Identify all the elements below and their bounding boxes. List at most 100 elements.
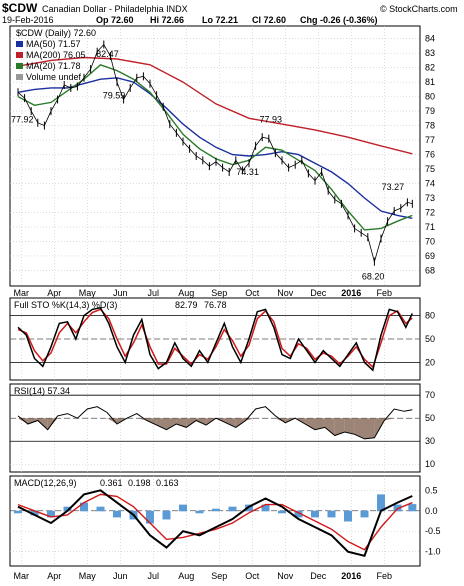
- y-tick-label: 50: [425, 334, 435, 344]
- rsi-fill: [324, 418, 335, 436]
- y-tick-label: 0.0: [425, 506, 438, 516]
- x-tick-label: Nov: [277, 288, 294, 298]
- macd-histogram-bar: [327, 510, 336, 518]
- y-tick-label: 83: [425, 48, 435, 58]
- low-label: Lo 72.21: [202, 15, 238, 25]
- macd-histogram-bar: [360, 510, 369, 518]
- y-tick-label: 68: [425, 265, 435, 275]
- price-annotation: 82.47: [96, 49, 119, 59]
- legend-ma50: MA(50) 71.57: [26, 39, 81, 49]
- x-tick-label: Sep: [211, 288, 227, 298]
- price-annotation: 77.93: [260, 115, 283, 125]
- legend-price: $CDW (Daily) 72.60: [16, 28, 96, 38]
- x-tick-label: May: [79, 571, 97, 581]
- series-ma-50-: [17, 77, 413, 219]
- y-tick-label: 76: [425, 150, 435, 160]
- y-tick-label: 20: [425, 357, 435, 367]
- sto-k-value: 82.79: [175, 300, 198, 310]
- rsi-fill: [334, 418, 345, 436]
- y-tick-label: -1.0: [425, 547, 441, 557]
- y-tick-label: 77: [425, 135, 435, 145]
- date-label: 19-Feb-2016: [2, 15, 54, 25]
- rsi-fill: [245, 418, 256, 421]
- series-macd: [17, 489, 413, 557]
- y-tick-label: 84: [425, 34, 435, 44]
- macd-value: 0.361: [100, 478, 123, 488]
- macd-histogram-bar: [261, 504, 270, 512]
- price-legend: $CDW (Daily) 72.60 MA(50) 71.57 MA(200) …: [16, 28, 96, 82]
- credit-label: © StockCharts.com: [380, 4, 458, 14]
- macd-histogram-bar: [162, 510, 171, 520]
- price-annotation: 77.92: [11, 115, 34, 125]
- macd-histogram-bar: [96, 506, 105, 512]
- macd-histogram-bar: [47, 510, 55, 518]
- macd-panel: [9, 475, 421, 567]
- x-tick-label: Apr: [47, 288, 61, 298]
- open-label: Op 72.60: [96, 15, 134, 25]
- x-tick-label: Feb: [377, 288, 393, 298]
- rsi-fill: [384, 418, 395, 421]
- price-annotation: 79.59: [103, 91, 126, 101]
- x-tick-label: 2016: [341, 288, 361, 298]
- legend-ma200: MA(200) 76.05: [26, 50, 86, 60]
- x-tick-label: Jul: [148, 288, 160, 298]
- macd-histogram-bar: [179, 504, 187, 512]
- rsi-fill: [27, 418, 38, 424]
- price-annotation: 74.31: [236, 167, 259, 177]
- rsi-fill: [156, 418, 167, 430]
- rsi-fill: [196, 418, 207, 426]
- rsi-fill: [146, 418, 157, 426]
- series-rsi: [17, 406, 413, 440]
- macd-histogram-bar: [63, 506, 72, 512]
- series-pct-d: [17, 308, 413, 369]
- x-tick-label: Aug: [178, 288, 194, 298]
- macd-histogram-bar: [377, 494, 385, 512]
- y-tick-label: 75: [425, 164, 435, 174]
- legend-swatch-volume: [16, 74, 23, 80]
- macd-histogram-bar: [80, 502, 88, 512]
- y-tick-label: 10: [425, 459, 435, 469]
- x-tick-label: Oct: [245, 571, 260, 581]
- y-tick-label: 72: [425, 207, 435, 217]
- macd-histogram-bar: [212, 508, 220, 512]
- macd-histogram-bar: [408, 504, 417, 512]
- macd-histogram-bar: [14, 510, 22, 514]
- macd-histogram-bar: [294, 510, 303, 518]
- rsi-fill: [344, 418, 355, 435]
- series-signal: [17, 493, 413, 551]
- x-tick-label: Oct: [245, 288, 260, 298]
- y-tick-label: 82: [425, 63, 435, 73]
- rsi-fill: [18, 418, 28, 424]
- rsi-legend: RSI(14) 57.34: [14, 386, 70, 396]
- x-tick-label: Mar: [14, 288, 30, 298]
- y-tick-label: 80: [425, 311, 435, 321]
- series-pct-k: [17, 306, 413, 372]
- price-annotation: 73.27: [382, 182, 405, 192]
- macd-histogram-bar: [30, 510, 39, 516]
- macd-histogram-bar: [146, 510, 154, 524]
- x-tick-label: Dec: [310, 288, 327, 298]
- x-tick-label: Mar: [14, 571, 30, 581]
- close-label: Cl 72.60: [252, 15, 286, 25]
- x-tick-label: Jul: [148, 571, 160, 581]
- macd-histogram-bar: [278, 510, 286, 514]
- y-tick-label: 81: [425, 77, 435, 87]
- rsi-fill: [176, 418, 187, 428]
- x-tick-label: 2016: [341, 571, 361, 581]
- y-tick-label: 74: [425, 179, 435, 189]
- x-tick-label: Apr: [47, 571, 61, 581]
- signal-value: 0.198: [128, 478, 151, 488]
- rsi-fill: [107, 418, 117, 424]
- y-tick-label: 69: [425, 251, 435, 261]
- y-tick-label: 71: [425, 222, 435, 232]
- sto-legend: Full STO %K(14,3) %D(3): [14, 300, 117, 310]
- rsi-fill: [315, 418, 325, 430]
- series-ma-200-: [17, 56, 413, 155]
- legend-swatch-ma20: [16, 63, 23, 69]
- change-label: Chg -0.26 (-0.36%): [300, 15, 378, 25]
- rsi-fill: [225, 418, 236, 428]
- macd-histogram-bar: [195, 510, 204, 514]
- rsi-fill: [305, 418, 315, 430]
- macd-histogram-bar: [393, 504, 402, 512]
